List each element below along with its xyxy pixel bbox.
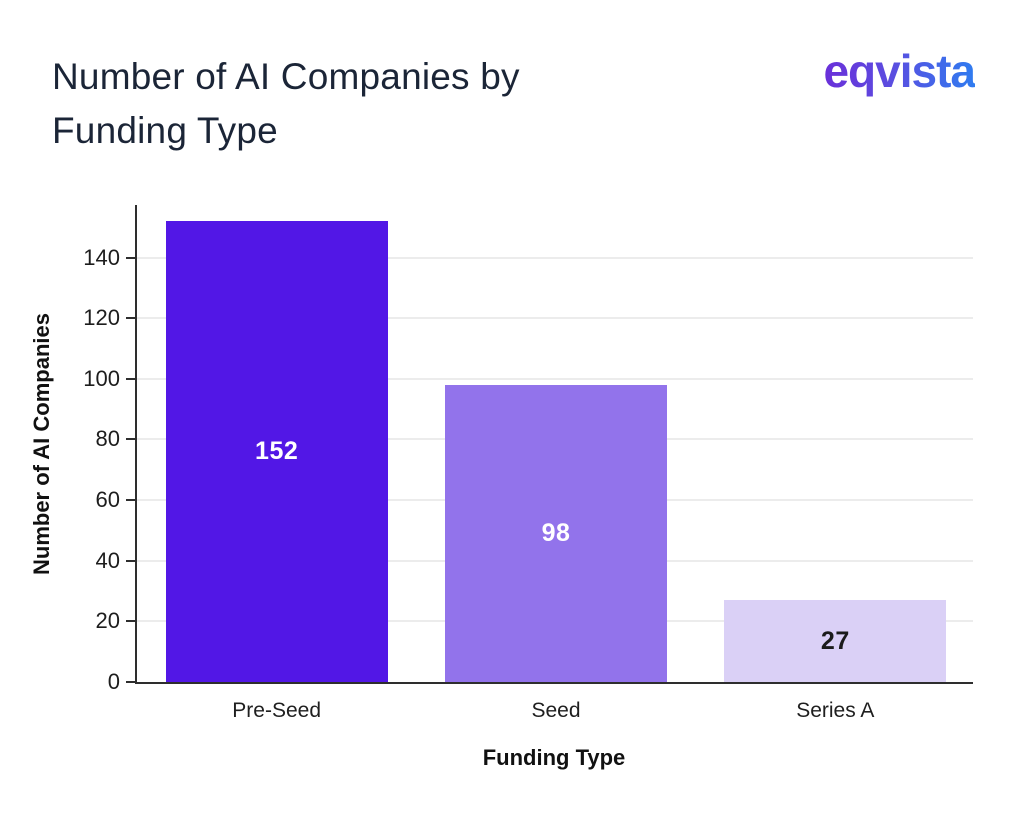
plot-area: 0 20 40 60 80 100 120 140 152 Pre-Seed 98 Seed 27 Ser…	[83, 205, 973, 722]
x-tick-label-seed: Seed	[531, 699, 581, 722]
x-tick-label-series-a: Series A	[796, 699, 875, 722]
y-tick-label-100: 100	[83, 365, 120, 391]
y-tick-label-140: 140	[83, 244, 120, 270]
y-tick-mark-120	[126, 317, 136, 320]
y-tick-label-120: 120	[83, 305, 120, 331]
x-tick-label-pre-seed: Pre-Seed	[232, 699, 322, 722]
gridline-y-120	[137, 317, 973, 320]
bar-value-label: 152	[255, 437, 299, 466]
y-tick-label-40: 40	[95, 547, 120, 573]
bar-pre-seed: 152	[165, 221, 388, 682]
bar-value-label: 27	[820, 626, 850, 655]
y-tick-mark-100	[126, 377, 136, 380]
y-tick-mark-20	[126, 620, 136, 623]
x-axis-title: Funding Type	[482, 745, 626, 770]
y-tick-label-20: 20	[95, 608, 120, 634]
y-tick-mark-60	[126, 499, 136, 502]
y-tick-mark-0	[126, 681, 136, 683]
y-tick-label-80: 80	[95, 426, 120, 452]
y-axis-title: Number of AI Companies	[29, 313, 54, 575]
bar-value-label: 98	[541, 518, 571, 547]
gridline-y-140	[137, 256, 973, 259]
y-tick-mark-80	[126, 438, 136, 441]
y-tick-label-60: 60	[95, 487, 120, 513]
bar-seed: 98	[445, 384, 667, 682]
y-tick-mark-140	[126, 256, 136, 259]
y-tick-mark-40	[126, 559, 136, 562]
y-tick-label-0: 0	[107, 669, 120, 694]
bar-series-a: 27	[724, 600, 947, 682]
chart-title: Number of AI Companies by Funding Type	[52, 56, 520, 151]
gridline-y-100	[137, 377, 973, 380]
eqvista-logo: eqvista	[823, 45, 976, 97]
